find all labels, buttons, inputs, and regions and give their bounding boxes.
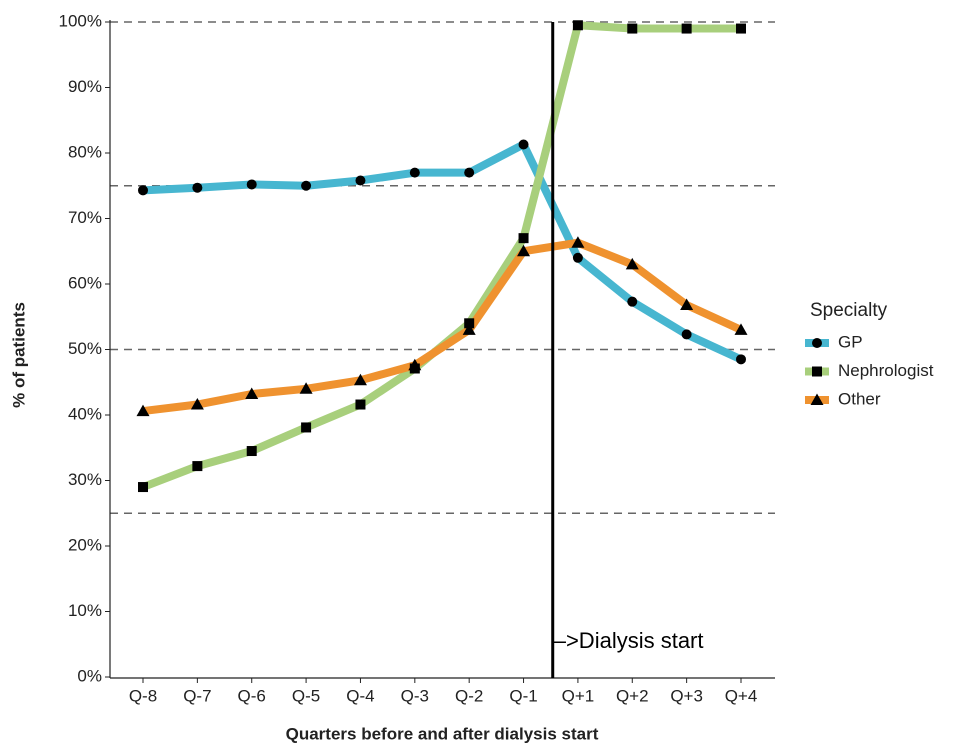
series-line [142, 238, 743, 416]
legend-marker [812, 338, 822, 348]
x-tick-label: Q-4 [346, 686, 374, 705]
data-point [681, 23, 692, 34]
data-point [572, 252, 583, 263]
data-point [627, 296, 638, 307]
data-point [464, 167, 475, 178]
legend-label: Nephrologist [838, 361, 934, 380]
data-point [517, 244, 531, 257]
data-point [627, 23, 638, 34]
data-point [462, 323, 476, 335]
data-point [571, 236, 585, 248]
x-tick-label: Q+1 [562, 686, 595, 705]
data-point [138, 482, 148, 493]
legend-label: Other [838, 389, 881, 408]
x-tick-label: Q-7 [183, 686, 211, 705]
data-point [192, 182, 203, 193]
y-tick-label: 20% [68, 535, 102, 554]
data-point [464, 318, 475, 329]
data-point [136, 404, 150, 417]
legend-title: Specialty [810, 300, 888, 321]
x-tick-label: Q-3 [401, 686, 429, 705]
data-point [734, 323, 748, 335]
legend-item: Nephrologist [805, 361, 934, 380]
legend-item: Other [805, 389, 881, 408]
data-point [408, 358, 422, 371]
data-point [301, 180, 312, 191]
y-tick-label: 70% [68, 208, 102, 227]
x-tick-label: Q-8 [129, 686, 157, 705]
legend-marker [812, 366, 822, 377]
y-tick-label: 0% [77, 666, 102, 685]
x-tick-label: Q+3 [670, 686, 703, 705]
y-tick-label: 30% [68, 470, 102, 489]
x-tick-label: Q+2 [616, 686, 649, 705]
data-point [192, 461, 203, 472]
data-point [355, 399, 366, 410]
y-tick-label: 10% [68, 601, 102, 620]
data-point [190, 398, 204, 410]
series-line [141, 21, 741, 491]
data-point [245, 387, 259, 400]
y-tick-label: 90% [68, 77, 102, 96]
data-point [301, 422, 312, 433]
y-axis-title: % of patients [9, 302, 28, 408]
y-tick-label: 80% [68, 142, 102, 161]
x-tick-label: Q-2 [455, 686, 483, 705]
data-point [355, 175, 366, 186]
y-tick-label: 100% [59, 11, 102, 30]
x-tick-label: Q-1 [509, 686, 537, 705]
data-point [138, 185, 148, 196]
data-point [409, 167, 420, 178]
data-point [353, 373, 367, 386]
legend-item: GP [805, 332, 863, 351]
y-tick-label: 40% [68, 404, 102, 423]
data-point [518, 233, 529, 244]
data-point [246, 446, 257, 457]
legend-label: GP [838, 332, 863, 351]
y-tick-label: 60% [68, 273, 102, 292]
x-tick-label: Q+4 [725, 686, 758, 705]
legend-marker [810, 393, 824, 405]
data-point [736, 354, 746, 365]
data-point [246, 179, 257, 190]
x-tick-label: Q-6 [238, 686, 266, 705]
y-tick-label: 50% [68, 339, 102, 358]
data-point [518, 139, 529, 150]
x-axis-title: Quarters before and after dialysis start [286, 724, 599, 743]
data-point [625, 257, 639, 270]
data-point [299, 382, 313, 394]
series-line [142, 140, 743, 363]
data-point [681, 329, 692, 340]
data-point [572, 20, 583, 31]
x-tick-label: Q-5 [292, 686, 320, 705]
data-point [736, 23, 746, 34]
data-point [680, 298, 694, 310]
annotation: –>Dialysis start [554, 628, 704, 653]
